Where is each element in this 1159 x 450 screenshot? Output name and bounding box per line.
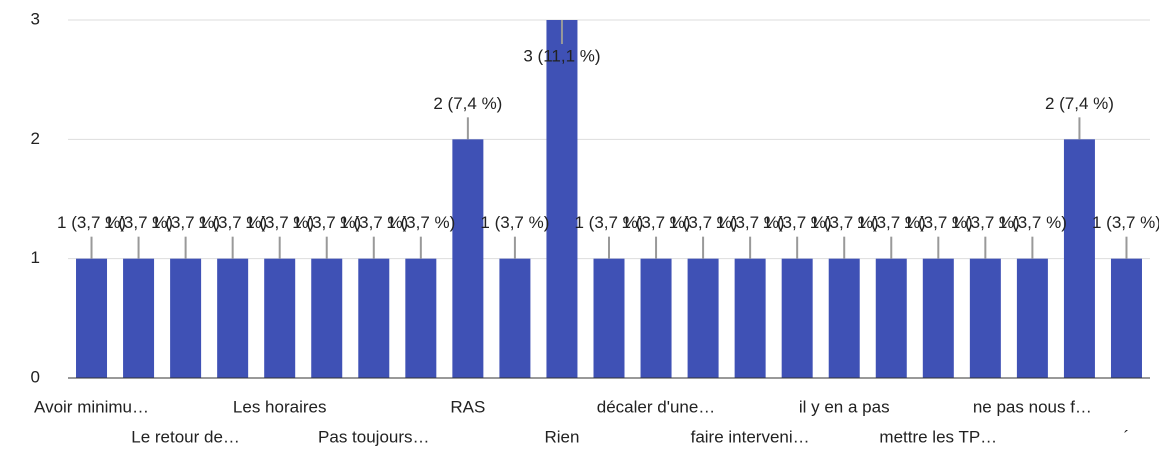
bar <box>875 258 907 378</box>
bar <box>969 258 1001 378</box>
data-label: 1 (3,7 %) <box>386 213 455 232</box>
x-tick-label: Avoir minimu… <box>34 397 149 416</box>
bar <box>217 258 249 378</box>
x-tick-label: ´ <box>1124 427 1130 446</box>
data-label: 2 (7,4 %) <box>433 94 502 113</box>
data-label: 1 (3,7 %) <box>998 213 1067 232</box>
data-label: 1 (3,7 %) <box>480 213 549 232</box>
bar <box>922 258 954 378</box>
bar <box>264 258 296 378</box>
data-label: 1 (3,7 %) <box>763 213 832 232</box>
bar <box>123 258 155 378</box>
bar <box>593 258 625 378</box>
data-label: 1 (3,7 %) <box>669 213 738 232</box>
x-tick-label: Rien <box>544 427 579 446</box>
data-label: 1 (3,7 %) <box>104 213 173 232</box>
bar <box>546 20 578 378</box>
y-tick-label: 0 <box>31 367 40 386</box>
data-label: 1 (3,7 %) <box>245 213 314 232</box>
bar <box>405 258 437 378</box>
y-tick-label: 1 <box>31 248 40 267</box>
x-tick-label: RAS <box>450 397 485 416</box>
x-tick-label: Pas toujours… <box>318 427 430 446</box>
bar <box>828 258 860 378</box>
data-label: 1 (3,7 %) <box>151 213 220 232</box>
x-tick-label: faire interveni… <box>691 427 810 446</box>
data-label: 1 (3,7 %) <box>575 213 644 232</box>
data-label: 1 (3,7 %) <box>716 213 785 232</box>
data-label: 1 (3,7 %) <box>57 213 126 232</box>
x-tick-label: ne pas nous f… <box>973 397 1092 416</box>
bar <box>640 258 672 378</box>
bar <box>781 258 813 378</box>
data-label: 1 (3,7 %) <box>339 213 408 232</box>
data-label: 1 (3,7 %) <box>951 213 1020 232</box>
data-label: 1 (3,7 %) <box>810 213 879 232</box>
data-label: 3 (11,1 %) <box>523 46 600 65</box>
bar <box>170 258 202 378</box>
bar <box>358 258 390 378</box>
x-tick-label: Le retour de… <box>131 427 240 446</box>
bar <box>1016 258 1048 378</box>
x-tick-label: décaler d'une… <box>597 397 716 416</box>
data-label: 1 (3,7 %) <box>622 213 691 232</box>
data-label: 1 (3,7 %) <box>292 213 361 232</box>
bar <box>311 258 343 378</box>
bar <box>452 139 484 378</box>
data-label: 1 (3,7 %) <box>857 213 926 232</box>
data-label: 1 (3,7 %) <box>1092 213 1159 232</box>
bar <box>734 258 766 378</box>
y-tick-label: 2 <box>31 129 40 148</box>
bar <box>1063 139 1095 378</box>
bar <box>76 258 108 378</box>
data-label: 1 (3,7 %) <box>904 213 973 232</box>
x-tick-label: il y en a pas <box>799 397 890 416</box>
x-tick-label: Les horaires <box>233 397 327 416</box>
data-label: 1 (3,7 %) <box>198 213 267 232</box>
bar <box>687 258 719 378</box>
data-label: 2 (7,4 %) <box>1045 94 1114 113</box>
bar <box>499 258 531 378</box>
x-tick-label: mettre les TP… <box>879 427 997 446</box>
y-tick-label: 3 <box>31 9 40 28</box>
bar <box>1110 258 1142 378</box>
